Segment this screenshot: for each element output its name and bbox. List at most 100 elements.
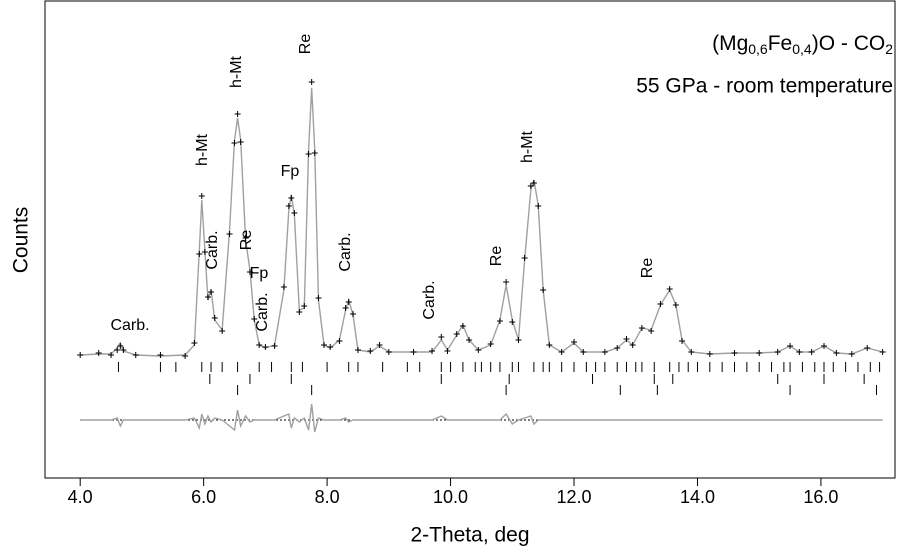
observed-point xyxy=(157,352,164,358)
peak-annotation: Re xyxy=(488,246,505,267)
observed-point xyxy=(301,303,308,309)
x-tick-label: 10.0 xyxy=(433,487,468,507)
observed-point xyxy=(77,352,84,358)
observed-point xyxy=(466,337,473,343)
observed-point xyxy=(191,340,198,346)
observed-point xyxy=(376,342,383,348)
peak-annotation: h-Mt xyxy=(194,133,211,166)
observed-point xyxy=(444,348,451,354)
observed-point xyxy=(527,183,534,189)
observed-point xyxy=(336,338,343,344)
observed-point xyxy=(756,350,763,356)
observed-point xyxy=(731,350,738,356)
x-tick-label: 12.0 xyxy=(556,487,591,507)
peak-annotation: h-Mt xyxy=(519,130,536,163)
observed-point xyxy=(120,347,127,353)
observed-point xyxy=(271,343,278,349)
peak-annotation: Carb. xyxy=(254,292,271,331)
observed-point xyxy=(487,341,494,347)
x-tick-label: 16.0 xyxy=(803,487,838,507)
observed-point xyxy=(251,316,258,322)
series-line xyxy=(80,87,883,357)
x-tick-label: 8.0 xyxy=(315,487,340,507)
observed-point xyxy=(438,334,445,340)
observed-point xyxy=(211,315,218,321)
observed-point xyxy=(219,328,226,334)
observed-point xyxy=(201,249,208,255)
observed-point xyxy=(280,284,287,290)
observed-point xyxy=(546,342,553,348)
chart-title: (Mg0,6Fe0,4)O - CO2 xyxy=(712,32,893,57)
observed-point xyxy=(132,352,139,358)
observed-point xyxy=(95,350,102,356)
observed-point xyxy=(256,342,263,348)
observed-point xyxy=(237,139,244,145)
observed-point xyxy=(262,344,269,350)
chart-subtitle: 55 GPa - room temperature xyxy=(636,75,893,98)
observed-point xyxy=(321,342,328,348)
observed-point xyxy=(429,348,436,354)
observed-point xyxy=(796,349,803,355)
title-part: 0,6 xyxy=(748,41,768,57)
observed-point xyxy=(198,193,205,199)
series-line xyxy=(80,403,883,433)
observed-point xyxy=(354,347,361,353)
observed-point xyxy=(666,286,673,292)
observed-point xyxy=(315,295,322,301)
observed-point xyxy=(327,344,334,350)
observed-point xyxy=(787,343,794,349)
observed-point xyxy=(285,203,292,209)
observed-point xyxy=(311,150,318,156)
peak-annotation: Fp xyxy=(281,163,300,180)
observed-point xyxy=(496,318,503,324)
observed-point xyxy=(535,203,542,209)
observed-point xyxy=(305,151,312,157)
observed-point xyxy=(114,347,121,353)
peak-annotation: h-Mt xyxy=(228,55,245,88)
observed-point xyxy=(679,338,686,344)
observed-point xyxy=(706,351,713,357)
observed-point xyxy=(558,349,565,355)
peak-annotation: Carb. xyxy=(110,317,149,334)
observed-point xyxy=(540,287,547,293)
observed-point xyxy=(821,343,828,349)
title-part: 0,4 xyxy=(792,41,812,57)
observed-point xyxy=(515,337,522,343)
observed-point xyxy=(601,349,608,355)
peak-annotation: Carb. xyxy=(204,230,221,269)
observed-point xyxy=(521,255,528,261)
observed-point xyxy=(623,336,630,342)
title-part: )O - CO xyxy=(812,32,886,55)
observed-point xyxy=(350,311,357,317)
plot-frame xyxy=(44,0,896,479)
observed-point xyxy=(182,353,189,359)
peak-annotation: Carb. xyxy=(421,280,438,319)
observed-point xyxy=(308,79,315,85)
observed-point xyxy=(242,235,249,241)
observed-point xyxy=(688,349,695,355)
observed-point xyxy=(833,350,840,356)
observed-point xyxy=(385,349,392,355)
peak-annotation: Fp xyxy=(250,265,269,282)
observed-point xyxy=(638,325,645,331)
observed-point xyxy=(342,305,349,311)
observed-point xyxy=(648,328,655,334)
peak-annotation: Carb. xyxy=(337,232,354,271)
observed-point xyxy=(629,342,636,348)
observed-point xyxy=(453,331,460,337)
title-part: Fe xyxy=(768,32,793,55)
observed-point xyxy=(367,348,374,354)
title-part: 2 xyxy=(885,41,893,57)
observed-point xyxy=(614,345,621,351)
observed-point xyxy=(108,352,115,358)
observed-point xyxy=(475,347,482,353)
observed-point xyxy=(808,349,815,355)
observed-point xyxy=(226,231,233,237)
observed-point xyxy=(288,195,295,201)
observed-point xyxy=(774,349,781,355)
observed-point xyxy=(864,345,871,351)
observed-point xyxy=(231,140,238,146)
x-axis-label: 2-Theta, deg xyxy=(410,524,529,547)
x-tick-label: 6.0 xyxy=(191,487,216,507)
